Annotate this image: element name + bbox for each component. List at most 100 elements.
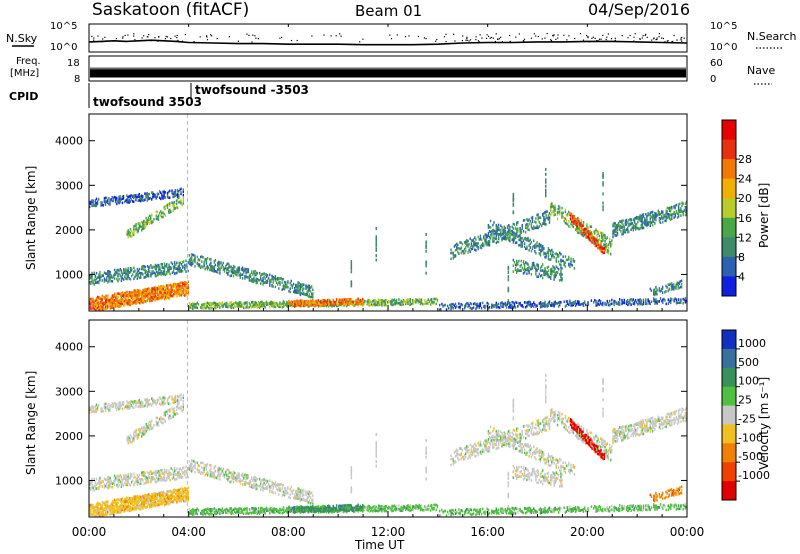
power-cell	[503, 226, 505, 230]
power-cell	[425, 300, 427, 304]
power-cell	[512, 301, 515, 304]
power-cell	[311, 295, 313, 298]
power-cell	[147, 294, 150, 297]
power-cell	[521, 241, 524, 244]
nsearch-point	[105, 40, 107, 42]
power-cell	[565, 258, 568, 262]
power-cell	[160, 214, 162, 217]
power-cell	[135, 274, 137, 277]
power-cell	[192, 262, 194, 265]
power-colorbar-tick-label: 20	[738, 192, 752, 205]
power-cell	[577, 231, 579, 234]
power-cell	[658, 300, 661, 303]
power-cell	[545, 193, 547, 197]
power-cell	[508, 306, 510, 309]
power-cell	[536, 304, 538, 308]
power-cell	[154, 193, 156, 197]
power-cell	[180, 263, 183, 266]
power-cell	[274, 285, 277, 289]
nsearch-point	[680, 37, 682, 39]
power-cell	[89, 298, 91, 301]
power-cell	[554, 209, 556, 212]
power-cell	[294, 300, 296, 303]
power-cell	[484, 306, 486, 310]
power-cell	[559, 279, 561, 282]
power-cell	[241, 277, 244, 280]
power-cell	[177, 288, 179, 291]
power-cell	[119, 299, 122, 303]
velocity-cell	[135, 401, 137, 405]
power-cell	[564, 265, 567, 268]
power-cell	[680, 285, 683, 289]
power-cell	[271, 283, 273, 287]
power-cell	[540, 274, 543, 277]
power-cell	[156, 217, 159, 221]
power-cell	[187, 284, 189, 287]
power-cell	[530, 266, 533, 269]
power-cell	[406, 301, 408, 304]
power-cell	[497, 235, 500, 238]
power-cell	[542, 304, 544, 308]
power-cell	[92, 297, 94, 301]
nsearch-point	[592, 36, 594, 38]
power-cell	[648, 300, 650, 303]
power-cell	[144, 265, 146, 269]
power-cell	[475, 303, 477, 306]
power-cell	[629, 298, 631, 302]
power-cell	[572, 221, 574, 224]
power-cell	[188, 258, 191, 262]
power-cell	[640, 299, 643, 302]
power-cell	[593, 237, 595, 241]
power-cell	[117, 292, 119, 295]
power-cell	[332, 298, 334, 302]
power-cell	[522, 268, 525, 272]
power-cell	[107, 306, 109, 309]
power-cell	[115, 270, 117, 274]
power-cell	[482, 244, 484, 247]
power-cell	[369, 300, 372, 303]
power-cell	[571, 301, 573, 305]
power-cell	[417, 299, 419, 302]
power-cell	[358, 302, 361, 306]
power-cell	[281, 302, 283, 305]
power-cell	[525, 230, 527, 234]
power-cell	[559, 300, 561, 304]
power-cell	[298, 304, 300, 307]
power-cell	[286, 300, 288, 304]
power-cell	[181, 281, 184, 285]
power-cell	[602, 239, 604, 242]
power-cell	[144, 287, 146, 291]
velocity-cell	[182, 396, 185, 400]
power-cell	[283, 287, 286, 291]
power-cell	[559, 210, 561, 214]
power-cell	[520, 259, 522, 263]
power-cell	[531, 227, 534, 230]
power-cell	[238, 266, 240, 269]
power-cell	[196, 261, 199, 265]
power-cell	[531, 263, 534, 267]
power-cell	[236, 268, 238, 271]
velocity-cell	[133, 437, 135, 440]
power-cell	[158, 265, 160, 269]
power-cell	[538, 242, 541, 246]
power-cell	[501, 305, 503, 308]
nsearch-point	[492, 37, 494, 39]
power-cell	[209, 307, 211, 310]
power-cell	[175, 283, 177, 286]
power-cell	[415, 298, 417, 301]
nsearch-point	[672, 40, 674, 43]
velocity-cell	[153, 400, 155, 404]
power-cell	[645, 298, 647, 301]
power-cell	[114, 198, 117, 201]
power-cell	[516, 234, 518, 238]
nsearch-point	[494, 40, 496, 43]
power-cell	[682, 297, 684, 301]
power-cell	[141, 272, 143, 275]
power-cell	[610, 241, 612, 244]
power-cell	[138, 193, 141, 196]
power-cell	[457, 247, 459, 250]
power-cell	[499, 228, 501, 232]
power-cell	[537, 244, 539, 248]
power-cell	[275, 303, 278, 307]
